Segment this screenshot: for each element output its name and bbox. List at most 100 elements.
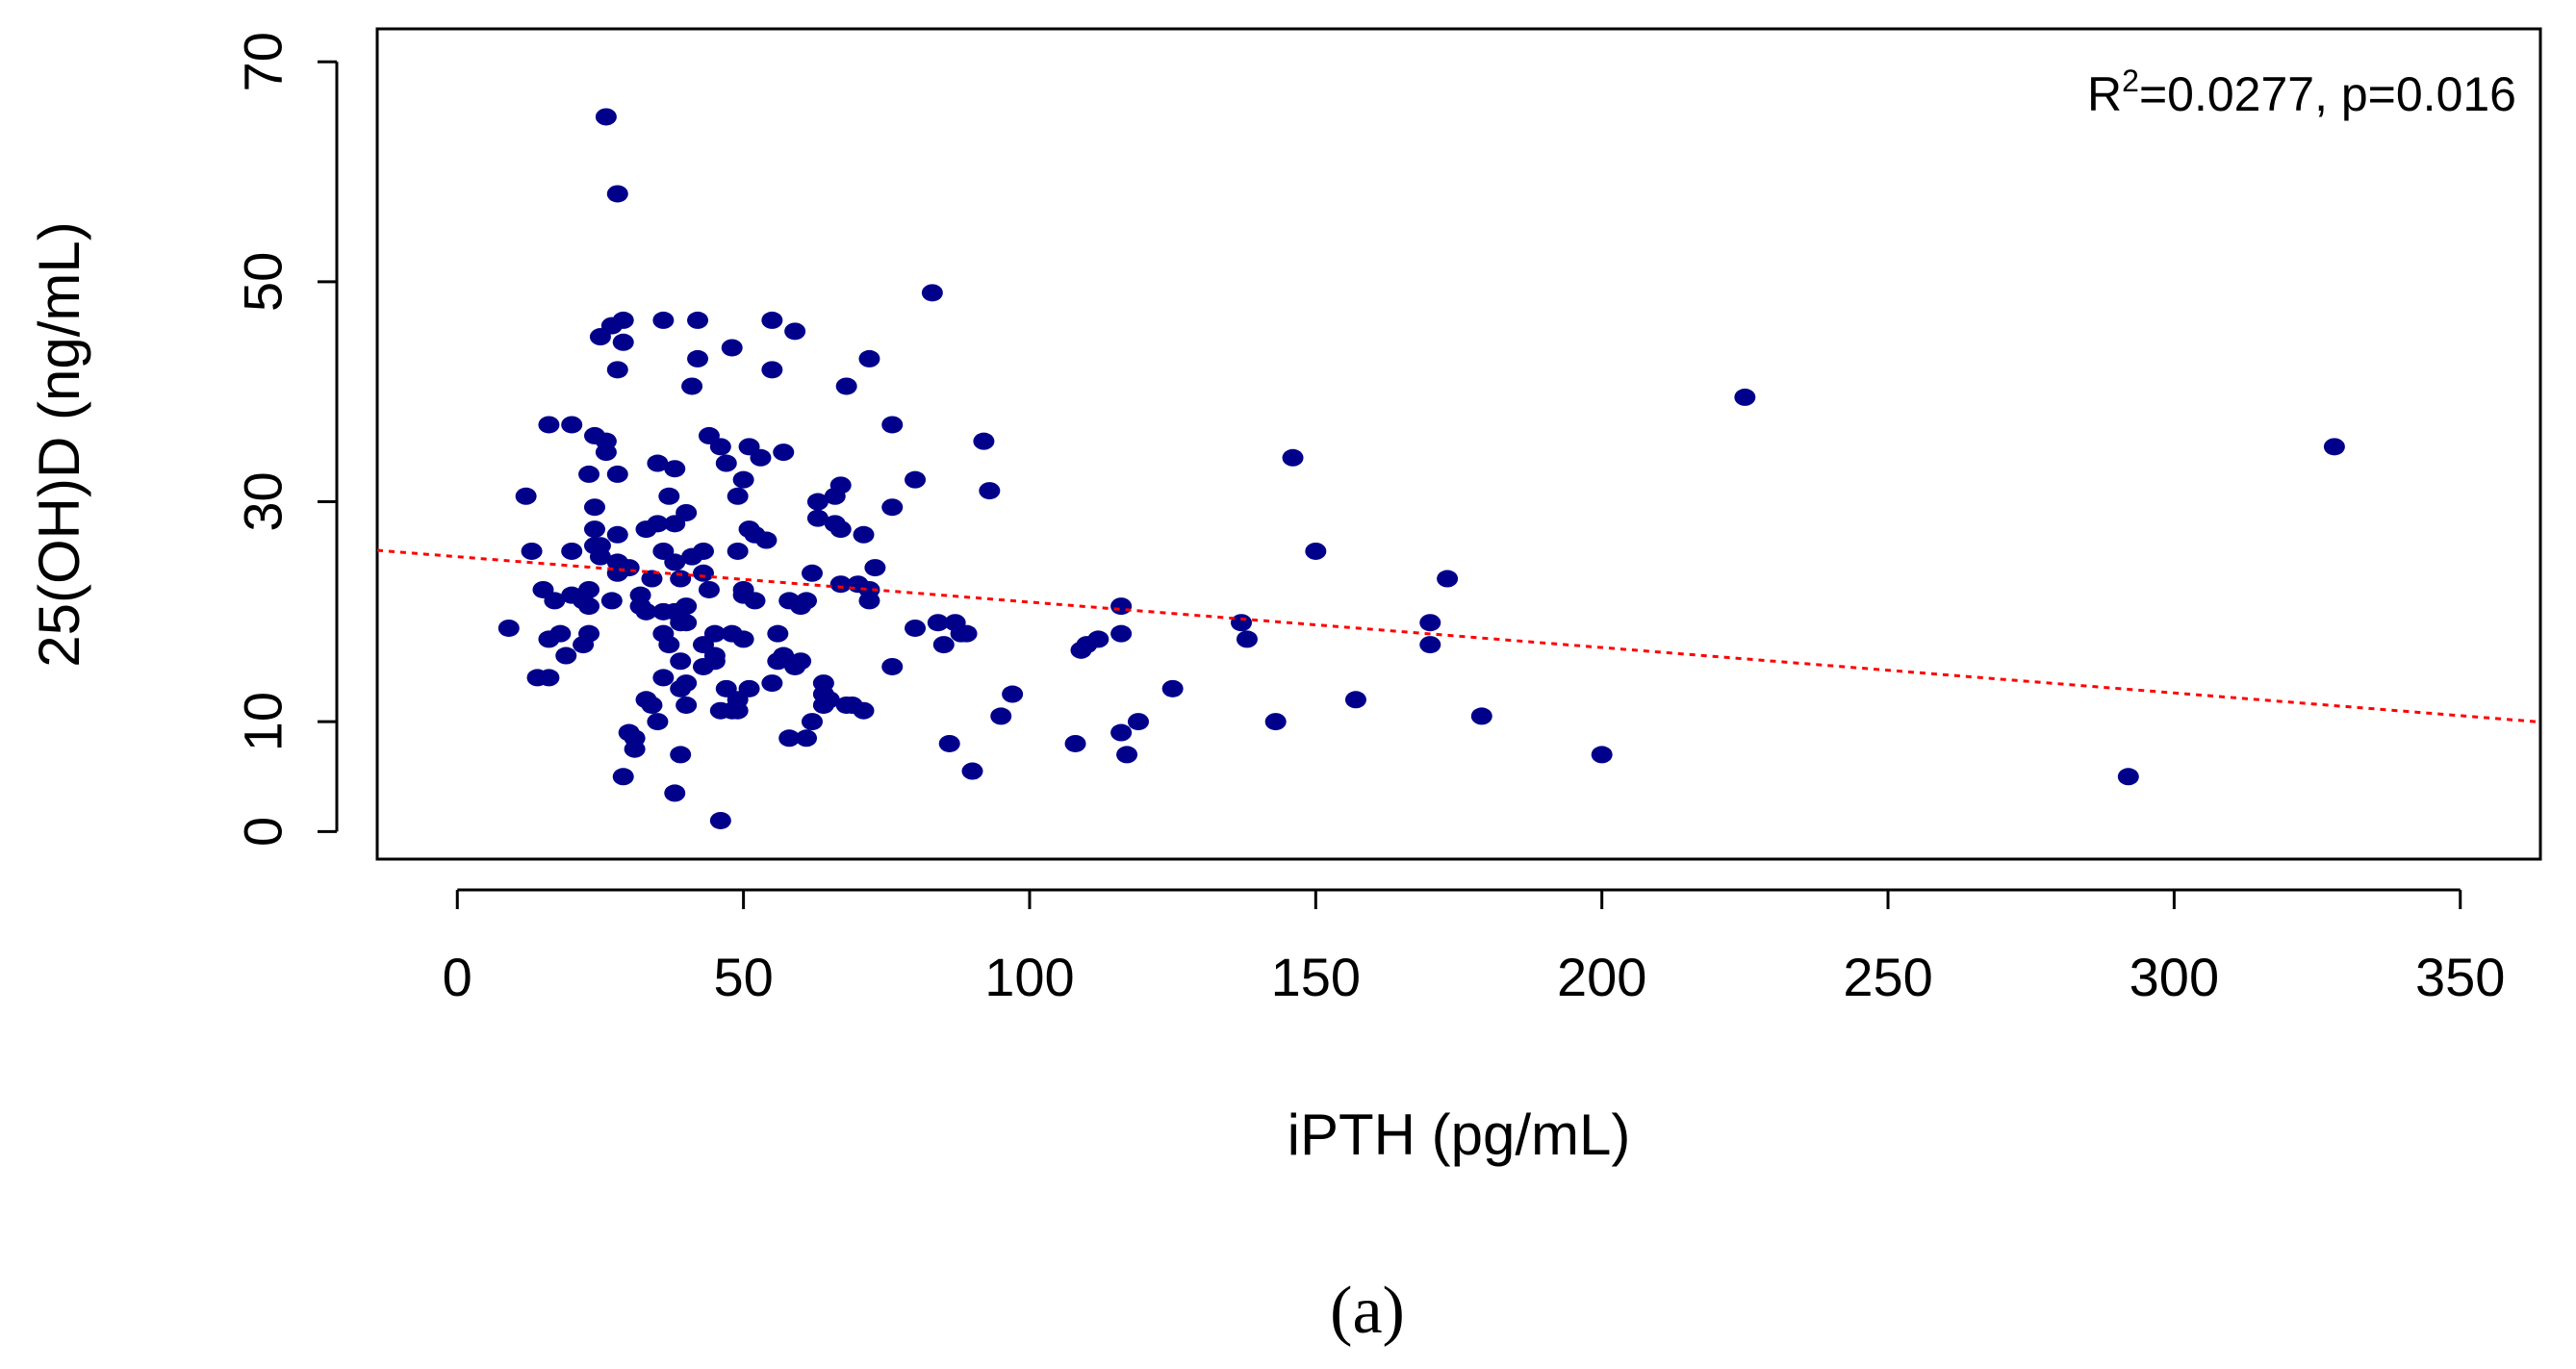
y-axis-title: 25(OH)D (ng/mL) — [27, 221, 91, 667]
data-point — [858, 349, 880, 368]
data-point — [853, 701, 875, 720]
data-point — [1127, 713, 1149, 731]
data-point — [979, 482, 1001, 500]
data-point — [658, 636, 680, 654]
data-point — [727, 701, 749, 720]
data-point — [796, 729, 818, 748]
data-point — [652, 669, 675, 687]
x-tick-label: 300 — [2130, 947, 2219, 1007]
y-axis: 0 10 30 50 70 — [233, 32, 339, 847]
data-point — [1437, 570, 1459, 588]
x-axis-title: iPTH (pg/mL) — [1288, 1103, 1631, 1167]
data-point — [881, 498, 904, 517]
data-point — [812, 674, 834, 693]
data-point — [732, 630, 754, 648]
data-point — [727, 487, 749, 505]
data-point — [1236, 630, 1258, 648]
data-point — [641, 570, 663, 588]
data-point — [561, 542, 583, 560]
data-point — [578, 597, 600, 616]
data-point — [612, 333, 634, 351]
data-point — [1110, 624, 1133, 643]
data-point — [635, 602, 657, 621]
data-point — [1110, 723, 1133, 742]
x-tick-label: 0 — [443, 947, 472, 1007]
data-point — [829, 476, 852, 494]
data-point — [578, 465, 600, 483]
data-point — [664, 460, 686, 478]
data-point — [938, 734, 960, 752]
data-point — [618, 559, 640, 577]
data-point — [1161, 679, 1184, 697]
x-axis: 0 50 100 150 200 250 300 350 — [443, 888, 2505, 1007]
data-point — [583, 520, 605, 539]
data-point — [1231, 614, 1253, 632]
data-point — [561, 416, 583, 434]
data-point — [829, 575, 852, 594]
data-point — [676, 503, 698, 521]
data-point — [721, 339, 743, 357]
data-point — [806, 493, 829, 511]
data-point — [784, 322, 806, 341]
data-point — [796, 592, 818, 610]
data-point — [858, 580, 880, 598]
data-point — [521, 542, 543, 560]
data-point — [905, 619, 927, 637]
data-point — [589, 547, 611, 566]
data-point — [692, 542, 714, 560]
data-point — [647, 515, 669, 533]
data-point — [727, 542, 749, 560]
data-point — [600, 592, 623, 610]
data-point — [1419, 614, 1441, 632]
data-point — [538, 416, 560, 434]
data-point — [881, 416, 904, 434]
data-point — [921, 284, 943, 302]
data-point — [606, 465, 628, 483]
data-point — [641, 696, 663, 714]
data-point — [647, 454, 669, 472]
data-point — [932, 636, 955, 654]
data-point — [515, 487, 537, 505]
data-point — [864, 559, 886, 577]
data-point — [687, 311, 709, 329]
data-point — [1002, 685, 1024, 703]
data-point — [905, 470, 927, 489]
data-point — [806, 509, 829, 527]
data-point — [670, 746, 692, 764]
data-point — [595, 108, 617, 126]
data-point — [801, 564, 823, 582]
data-point — [853, 525, 875, 544]
data-point — [1470, 707, 1492, 725]
data-point — [1344, 691, 1366, 709]
data-point — [927, 614, 949, 632]
x-tick-label: 350 — [2415, 947, 2505, 1007]
data-point — [606, 525, 628, 544]
data-point — [801, 713, 823, 731]
data-point — [750, 448, 772, 467]
data-point — [676, 614, 698, 632]
data-point — [664, 553, 686, 571]
data-point — [990, 707, 1012, 725]
data-point — [658, 487, 680, 505]
data-point — [1419, 636, 1441, 654]
data-point — [664, 784, 686, 802]
data-point — [973, 432, 995, 450]
data-point — [606, 185, 628, 203]
plot-frame — [375, 27, 2542, 861]
data-point — [1110, 597, 1133, 616]
data-point — [818, 691, 840, 709]
x-tick-label: 150 — [1271, 947, 1361, 1007]
data-point — [767, 624, 789, 643]
data-point — [709, 438, 731, 456]
data-point — [544, 592, 566, 610]
data-point — [681, 377, 703, 395]
x-tick-label: 200 — [1557, 947, 1646, 1007]
data-point — [2117, 768, 2139, 786]
data-point — [715, 454, 737, 472]
data-point — [647, 713, 669, 731]
data-point — [555, 646, 577, 665]
panel-label: (a) — [1330, 1274, 1405, 1348]
data-point — [1591, 746, 1613, 764]
data-point — [761, 674, 783, 693]
